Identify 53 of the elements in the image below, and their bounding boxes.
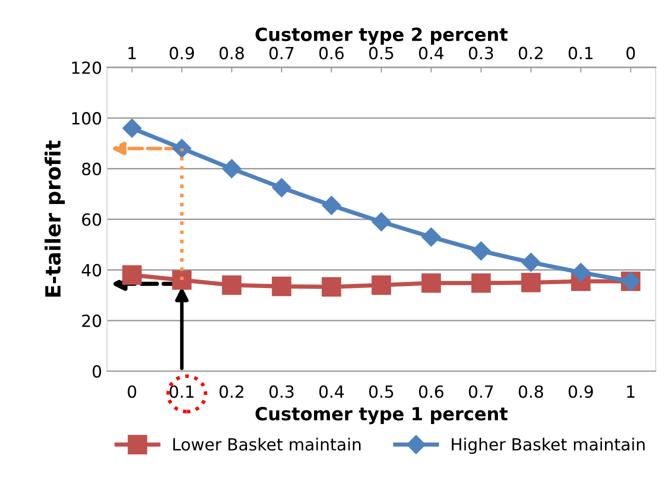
point (421, 273, 441, 293)
x2-tick-label: 0.3 (468, 46, 493, 60)
x2-tick-label: 0.1 (568, 46, 593, 60)
y-tick-label: 60 (82, 213, 102, 226)
point (122, 118, 142, 138)
legend-label: Lower Basket maintain (173, 438, 361, 451)
point (272, 178, 292, 198)
point (521, 252, 540, 272)
point (372, 275, 392, 295)
point (571, 262, 590, 282)
point (222, 159, 242, 178)
x-tick-label: 0.6 (419, 385, 444, 398)
x2-tick-label: 1 (128, 47, 136, 60)
point (471, 273, 491, 293)
point (322, 277, 342, 297)
x-tick-label: 0 (128, 385, 136, 398)
x2-axis-title: Customer type 2 percent (256, 28, 508, 45)
x2-tick-label: 0 (626, 46, 635, 60)
x-tick-label: 0.7 (468, 385, 493, 398)
point (122, 265, 142, 285)
point (322, 196, 341, 215)
x2-tick-label: 0.5 (369, 46, 394, 60)
y-tick-label: 120 (72, 61, 102, 74)
point (222, 275, 242, 295)
x-tick-label: 0.8 (518, 385, 544, 398)
legend-label: Higher Basket maintain (452, 438, 645, 454)
point (172, 138, 192, 158)
x-tick-label: 0.9 (568, 385, 593, 398)
x-tick-label: 0.3 (269, 385, 294, 398)
y-axis-title: E-tailer profit (44, 140, 65, 297)
point (521, 272, 541, 292)
x2-tick-label: 0.2 (518, 46, 543, 60)
point (172, 270, 192, 290)
point (372, 212, 391, 232)
x2-tick-label: 0.6 (319, 46, 344, 60)
x-tick-label: 0.4 (319, 385, 344, 398)
x2-tick-label: 0.8 (220, 46, 244, 60)
y-tick-label: 100 (72, 112, 102, 125)
point (472, 241, 491, 260)
x2-tick-label: 0.9 (170, 46, 194, 60)
x-tick-label: 0.5 (369, 385, 394, 398)
y-tick-label: 0 (92, 365, 102, 378)
x-tick-label: 0.1 (170, 385, 194, 398)
x2-tick-label: 0.7 (269, 46, 294, 60)
x-tick-label: 1 (627, 386, 634, 398)
y-tick-label: 20 (82, 314, 102, 328)
point (422, 227, 441, 247)
point (272, 276, 292, 296)
x2-tick-label: 0.4 (419, 46, 444, 60)
y-tick-label: 40 (82, 264, 102, 276)
y-tick-label: 80 (82, 162, 102, 176)
x-tick-label: 0.2 (220, 385, 244, 398)
x-axis-title: Customer type 1 percent (256, 406, 508, 424)
